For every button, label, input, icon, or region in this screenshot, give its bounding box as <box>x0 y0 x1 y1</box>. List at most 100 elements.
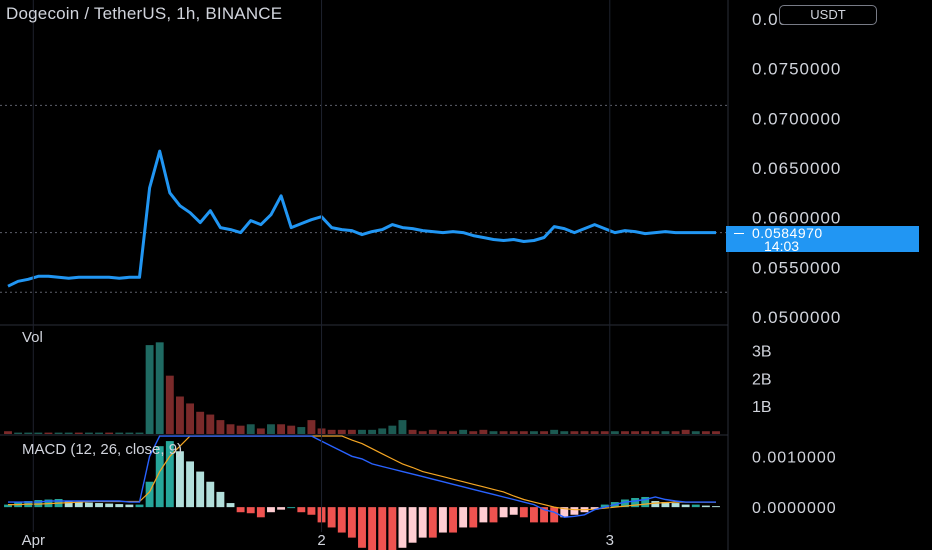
macd-histogram-bar <box>550 507 559 523</box>
macd-histogram-bar <box>600 504 609 508</box>
chart-title: Dogecoin / TetherUS, 1h, BINANCE <box>6 4 283 23</box>
volume-bar <box>307 420 316 434</box>
macd-histogram-bar <box>337 507 346 533</box>
macd-histogram-bar <box>590 507 599 510</box>
volume-label: Vol <box>22 329 43 346</box>
macd-histogram-bar <box>671 503 680 508</box>
volume-bar <box>408 429 417 434</box>
volume-bar <box>691 431 700 434</box>
volume-bar <box>226 424 235 434</box>
macd-axis-label: 0.0000000 <box>752 500 837 517</box>
macd-histogram-bar <box>701 505 710 508</box>
volume-bar <box>499 431 508 434</box>
price-axis-label: 0.0650000 <box>752 159 841 178</box>
macd-histogram-bar <box>509 507 518 515</box>
volume-bar <box>641 431 650 434</box>
price-pane[interactable] <box>0 104 728 293</box>
volume-bar <box>358 429 366 434</box>
macd-histogram-bar <box>84 502 93 508</box>
volume-bar <box>14 432 23 434</box>
volume-bar <box>175 396 184 434</box>
macd-histogram-bar <box>631 497 640 508</box>
volume-bar <box>428 429 437 434</box>
macd-histogram-bar <box>277 507 286 510</box>
price-axis-label: 0.0500000 <box>752 308 841 327</box>
volume-bar <box>64 432 73 434</box>
volume-bar <box>701 431 710 434</box>
price-axis-label: 0.0600000 <box>752 209 841 228</box>
macd-histogram-bar <box>408 507 417 543</box>
macd-histogram-bar <box>105 503 114 508</box>
volume-bar <box>44 432 53 434</box>
currency-button[interactable]: USDT <box>779 5 877 25</box>
volume-bar <box>580 431 589 434</box>
volume-bar <box>590 431 599 434</box>
macd-histogram-bar <box>560 507 569 518</box>
macd-histogram-bar <box>469 507 478 528</box>
volume-bar <box>267 424 275 434</box>
volume-bar <box>610 431 619 434</box>
volume-bar <box>216 420 225 434</box>
macd-histogram-bar <box>327 507 336 528</box>
volume-bar <box>671 431 680 434</box>
bar-countdown: 14:03 <box>764 238 800 254</box>
macd-histogram-bar <box>519 507 528 518</box>
macd-histogram-bar <box>398 507 407 548</box>
macd-axis-label: 0.0010000 <box>752 449 837 466</box>
volume-bar <box>651 431 660 434</box>
volume-axis-label: 3B <box>752 344 772 361</box>
volume-bar <box>277 424 286 434</box>
macd-histogram-bar <box>115 504 124 508</box>
volume-bar <box>105 432 114 434</box>
volume-bar <box>681 429 690 434</box>
volume-axis-label: 1B <box>752 399 772 416</box>
macd-histogram-bar <box>428 507 437 538</box>
price-axis-label: 0.0700000 <box>752 109 841 128</box>
volume-bar <box>165 375 174 434</box>
macd-histogram-bar <box>4 504 12 508</box>
volume-bar <box>469 431 478 434</box>
volume-bar <box>519 431 528 434</box>
volume-bar <box>256 428 265 434</box>
macd-histogram-bar <box>459 507 468 528</box>
volume-bar <box>145 345 154 434</box>
macd-histogram-bar <box>388 507 397 550</box>
volume-bar <box>509 431 518 434</box>
volume-bar <box>115 432 124 434</box>
volume-bar <box>24 432 33 434</box>
volume-bar <box>155 342 164 434</box>
macd-histogram-bar <box>438 507 447 533</box>
axes: 0.0500000 0.0550000 0.0600000 0.0650000 0.07… <box>0 0 841 550</box>
macd-histogram-bar <box>691 504 700 508</box>
volume-bar <box>287 425 296 434</box>
volume-bar <box>398 420 407 434</box>
macd-histogram-bar <box>489 507 498 523</box>
volume-bar <box>84 432 93 434</box>
volume-bar <box>418 431 427 434</box>
macd-histogram-bar <box>418 507 427 538</box>
macd-histogram-bar <box>529 507 538 523</box>
volume-bar <box>388 425 397 434</box>
volume-bar <box>570 431 579 434</box>
volume-pane[interactable] <box>4 342 720 434</box>
volume-bar <box>560 431 569 434</box>
volume-bar <box>95 432 103 434</box>
macd-histogram-bar <box>74 502 83 508</box>
macd-histogram-bar <box>449 507 457 533</box>
volume-axis-label: 2B <box>752 371 772 388</box>
macd-histogram-bar <box>307 507 316 515</box>
macd-histogram-bar <box>145 481 154 508</box>
macd-histogram-bar <box>378 507 387 550</box>
volume-bar <box>186 403 195 434</box>
volume-bar <box>449 431 457 434</box>
volume-bar <box>34 432 43 434</box>
time-axis-label: 3 <box>606 532 614 549</box>
volume-bar <box>550 429 559 434</box>
volume-bar <box>661 431 670 434</box>
price-series-line <box>7 149 716 288</box>
macd-histogram-bar <box>186 461 195 508</box>
volume-bar <box>712 431 720 434</box>
macd-histogram-bar <box>540 507 549 523</box>
price-axis-label: 0.0550000 <box>752 258 841 277</box>
